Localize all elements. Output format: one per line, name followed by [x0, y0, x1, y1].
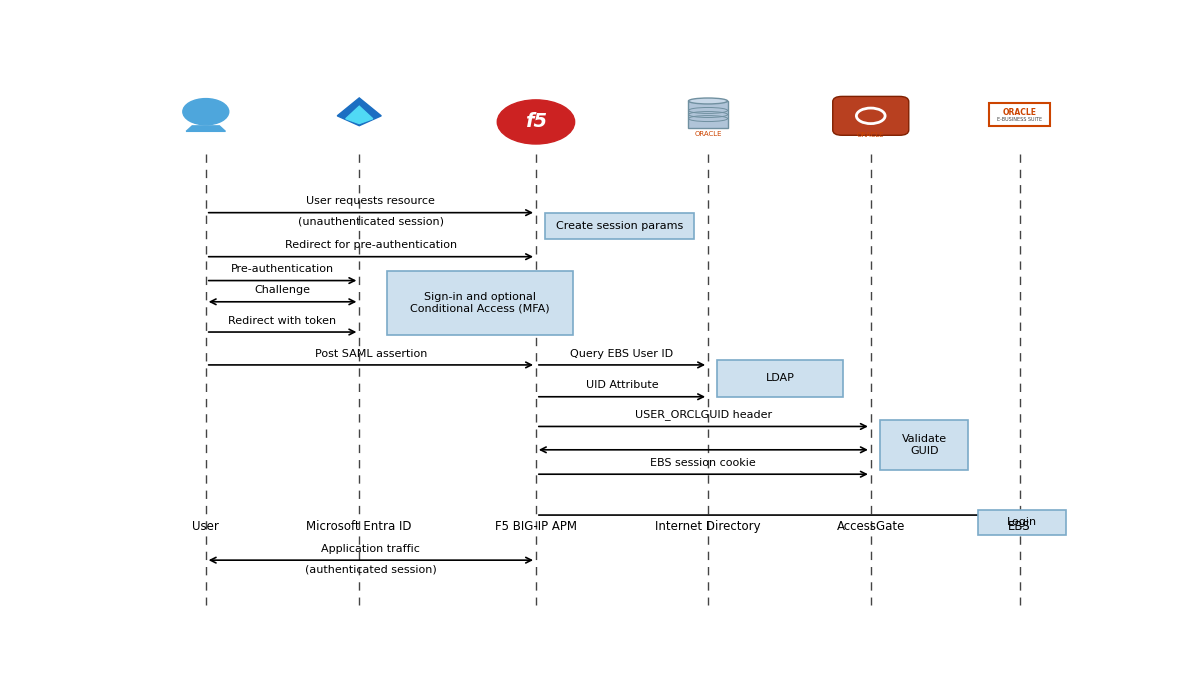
Text: Validate
GUID: Validate GUID [901, 434, 947, 455]
Ellipse shape [689, 98, 727, 104]
Text: Redirect for pre-authentication: Redirect for pre-authentication [284, 240, 457, 250]
Text: EBS session cookie: EBS session cookie [650, 458, 756, 468]
Text: UID Attribute: UID Attribute [586, 380, 659, 391]
FancyBboxPatch shape [388, 271, 574, 335]
FancyBboxPatch shape [978, 510, 1066, 535]
Text: User: User [192, 520, 220, 533]
FancyBboxPatch shape [880, 420, 968, 470]
Polygon shape [346, 106, 373, 123]
FancyBboxPatch shape [545, 213, 694, 239]
FancyBboxPatch shape [718, 360, 842, 397]
Text: Pre-authentication: Pre-authentication [230, 264, 334, 274]
Text: Redirect with token: Redirect with token [228, 316, 336, 326]
Text: f5: f5 [524, 112, 547, 132]
FancyBboxPatch shape [689, 101, 727, 128]
Text: Microsoft Entra ID: Microsoft Entra ID [306, 520, 412, 533]
Text: EBS: EBS [1008, 520, 1031, 533]
Text: Post SAML assertion: Post SAML assertion [314, 349, 427, 358]
Text: Sign-in and optional
Conditional Access (MFA): Sign-in and optional Conditional Access … [410, 292, 550, 313]
Text: Query EBS User ID: Query EBS User ID [570, 349, 673, 358]
Circle shape [182, 99, 229, 125]
Text: USER_ORCLGUID header: USER_ORCLGUID header [635, 409, 772, 420]
Polygon shape [337, 98, 382, 125]
Text: ORACLE: ORACLE [1002, 108, 1037, 117]
Text: User requests resource: User requests resource [306, 196, 436, 206]
Text: Application traffic: Application traffic [322, 544, 420, 554]
Text: Login: Login [1007, 517, 1037, 527]
Text: Internet Directory: Internet Directory [655, 520, 761, 533]
FancyBboxPatch shape [989, 103, 1050, 127]
Text: E-BUSINESS SUITE: E-BUSINESS SUITE [997, 117, 1042, 122]
Text: LDAP: LDAP [766, 373, 794, 383]
Text: Challenge: Challenge [254, 285, 311, 296]
Text: ORACLE: ORACLE [695, 131, 721, 136]
Text: AccessGate: AccessGate [836, 520, 905, 533]
FancyBboxPatch shape [833, 96, 908, 135]
Text: Create session params: Create session params [556, 221, 683, 231]
Text: (authenticated session): (authenticated session) [305, 564, 437, 575]
Polygon shape [186, 126, 226, 132]
Text: F5 BIG-IP APM: F5 BIG-IP APM [494, 520, 577, 533]
Text: (unauthenticated session): (unauthenticated session) [298, 217, 444, 227]
Text: ORACLE: ORACLE [857, 132, 884, 138]
Circle shape [497, 100, 575, 144]
